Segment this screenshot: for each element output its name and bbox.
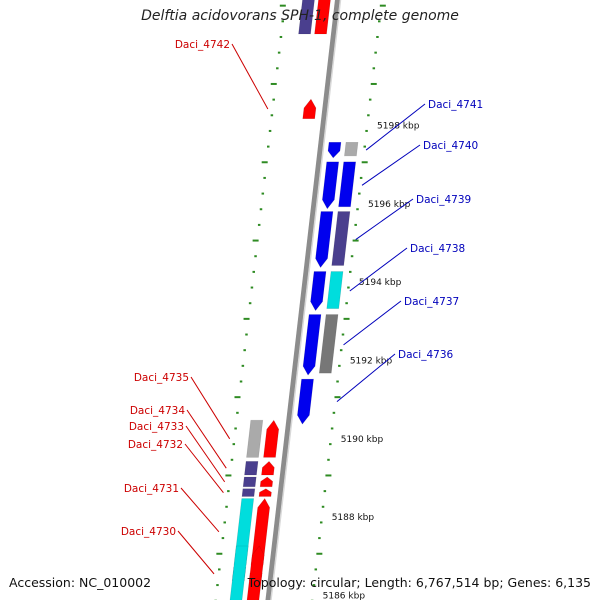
ruler-label: 5186 kbp	[323, 591, 366, 600]
reverse-cds-arrow	[310, 271, 327, 312]
ruler-label: 5196 kbp	[368, 200, 411, 210]
ruler-label: 5194 kbp	[359, 278, 402, 288]
summary-label: Topology: circular; Length: 6,767,514 bp…	[247, 575, 591, 590]
map-title: Delftia acidovorans SPH-1, complete geno…	[141, 8, 459, 24]
reverse-cds-arrow	[297, 378, 314, 425]
reverse-cds-arrow	[315, 211, 334, 269]
reverse-cds-arrow	[302, 314, 322, 376]
forward-gene-label: Daci_4730	[121, 526, 176, 538]
forward-cds-product-track	[244, 461, 259, 476]
forward-cds-arrow	[263, 419, 280, 458]
forward-gene-leader	[186, 409, 227, 469]
reverse-gene-leader	[365, 103, 426, 151]
forward-gene-label: Daci_4733	[129, 421, 184, 433]
forward-gene-label: Daci_4735	[134, 372, 189, 384]
forward-cds-partial	[246, 545, 265, 600]
reverse-cds-product-track	[344, 141, 359, 157]
reverse-gene-leader	[361, 144, 421, 186]
reverse-cds-product-track	[326, 271, 344, 309]
forward-cds-arrow	[258, 488, 272, 497]
forward-cds-partial	[314, 0, 331, 35]
forward-gene-leader	[184, 443, 224, 493]
forward-cds-arrow	[261, 460, 275, 476]
forward-gene-leader	[180, 487, 220, 533]
reverse-cds-product-track	[331, 211, 351, 266]
reverse-cds-arrow	[322, 161, 340, 210]
forward-cds-product-track	[246, 419, 264, 458]
forward-cds-product-track	[241, 488, 256, 497]
forward-gene-leader	[185, 425, 226, 483]
reverse-gene-label: Daci_4739	[416, 194, 471, 206]
reverse-gene-label: Daci_4736	[398, 349, 454, 361]
accession-label: Accession: NC_010002	[9, 575, 152, 590]
forward-cds-arrow	[259, 476, 274, 488]
reverse-gene-label: Daci_4740	[423, 140, 478, 152]
reverse-gene-leader	[349, 247, 408, 292]
gene-labels: 5198 kbp 5196 kbp 5194 kbp 5192 kbp 5190 kbp…	[121, 39, 483, 600]
reverse-cds-product-track	[338, 161, 357, 208]
reverse-gene-leader	[336, 353, 396, 402]
reverse-gene-leader	[355, 198, 414, 240]
reverse-cds-arrow	[327, 141, 342, 159]
forward-gene-leader	[231, 43, 269, 110]
forward-gene-label: Daci_4742	[175, 39, 230, 51]
ruler-label: 5198 kbp	[377, 122, 420, 132]
ruler-label: 5188 kbp	[332, 513, 375, 523]
reverse-gene-leader	[343, 300, 402, 346]
forward-product-partial	[229, 545, 249, 600]
reverse-cds-product-track	[318, 314, 339, 374]
forward-gene-leader	[190, 376, 231, 440]
forward-gene-label: Daci_4731	[124, 483, 179, 495]
forward-gene-label: Daci_4734	[130, 405, 186, 417]
reverse-cds-partial	[298, 0, 315, 35]
reverse-gene-label: Daci_4737	[404, 296, 459, 308]
backbone	[265, 0, 342, 600]
backbone-highlight	[270, 0, 342, 600]
forward-cds-product-track	[242, 476, 257, 488]
forward-gene-leader	[177, 530, 215, 575]
reverse-gene-label: Daci_4741	[428, 99, 483, 111]
ruler-label: 5190 kbp	[341, 435, 384, 445]
forward-cds-arrow	[302, 98, 317, 120]
ruler-ticks	[214, 4, 386, 600]
backbone-line	[265, 0, 340, 600]
forward-gene-label: Daci_4732	[128, 439, 183, 451]
ruler-label: 5192 kbp	[350, 357, 393, 367]
feature-tracks	[229, 0, 359, 600]
reverse-gene-label: Daci_4738	[410, 243, 465, 255]
